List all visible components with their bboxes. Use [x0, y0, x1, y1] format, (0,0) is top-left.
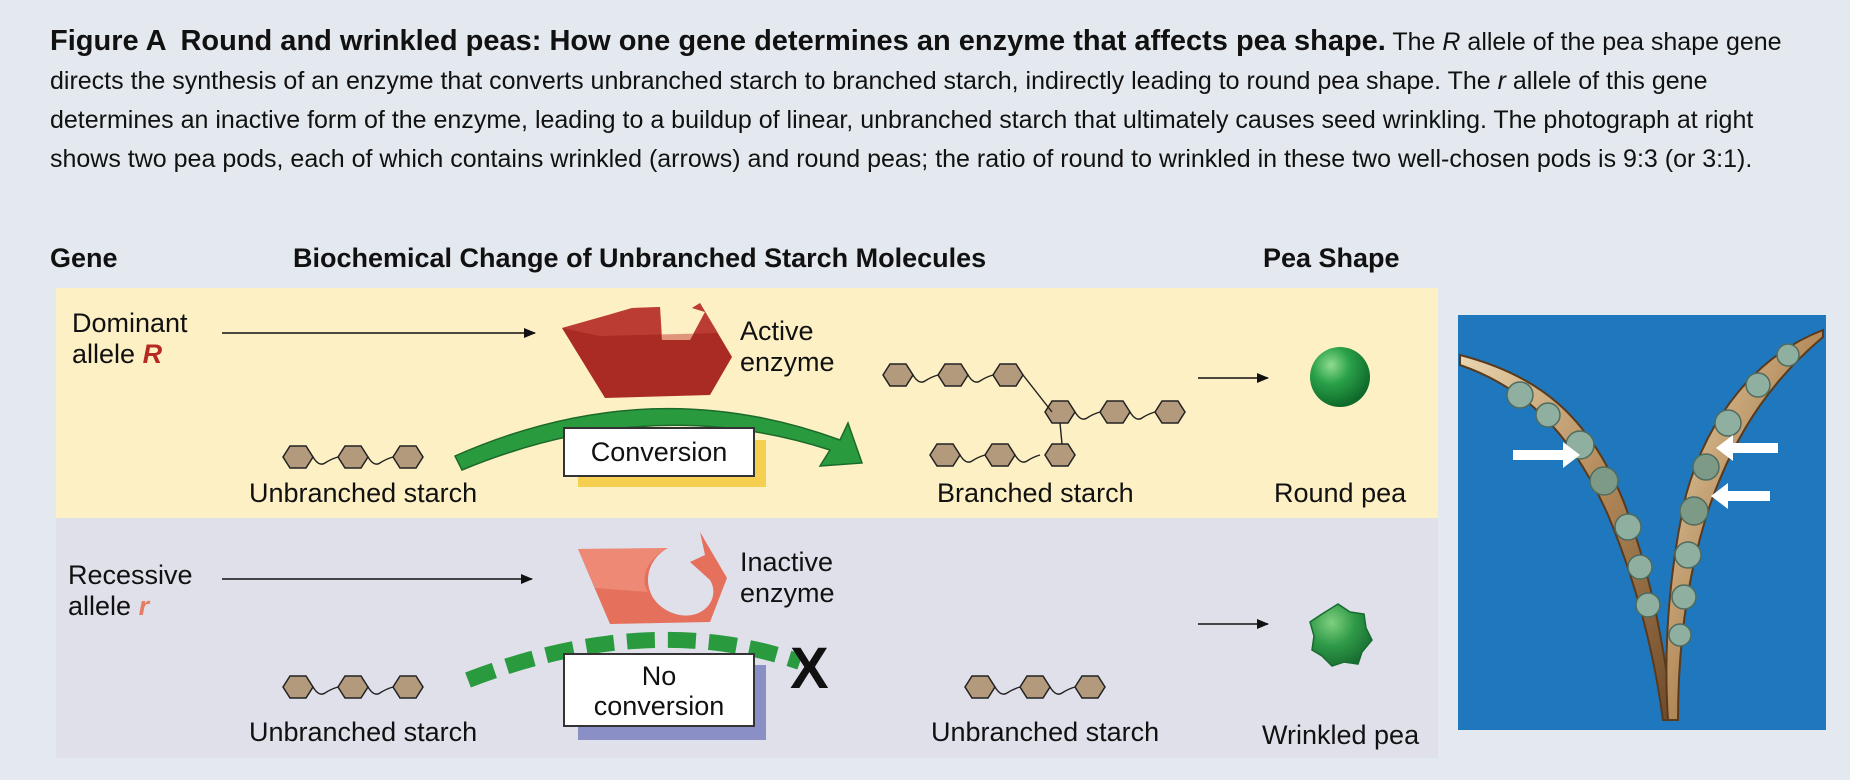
arrow-wrinkled-left	[1513, 442, 1580, 468]
branched-starch-label: Branched starch	[937, 478, 1134, 508]
active-enzyme-icon	[562, 303, 732, 398]
blocked-conversion-arrow	[465, 631, 803, 688]
pea-pods-image	[1459, 328, 1824, 721]
arrow-wrinkled-right-top	[1716, 435, 1778, 461]
inactive-enzyme-icon	[578, 532, 727, 624]
dominant-allele-label: Dominant allele R	[72, 308, 188, 370]
round-pea-icon	[1310, 347, 1370, 407]
caption-allele-r: r	[1497, 67, 1506, 95]
wrinkled-pea-icon	[1309, 603, 1373, 667]
conversion-box: Conversion	[563, 427, 755, 477]
figure-caption: Figure A Round and wrinkled peas: How on…	[50, 22, 1795, 179]
dominant-allele-symbol: R	[142, 339, 163, 369]
unbranched-starch-product-label: Unbranched starch	[931, 717, 1160, 747]
no-conversion-line1: No	[641, 661, 677, 691]
unbranched-starch-chain-recessive	[282, 675, 1106, 699]
caption-text-2: allele of the pea shape gene directs the…	[50, 28, 1782, 95]
round-pea-label: Round pea	[1274, 478, 1407, 508]
recessive-allele-symbol: r	[138, 591, 150, 621]
wrinkled-pea-label: Wrinkled pea	[1262, 720, 1420, 750]
no-conversion-box: No conversion	[563, 653, 755, 727]
active-enzyme-line1: Active	[740, 316, 814, 346]
unbranched-starch-label-dominant: Unbranched starch	[249, 478, 478, 508]
dominant-allele-word: allele	[72, 339, 136, 369]
header-gene: Gene	[50, 243, 118, 273]
branched-starch-molecule	[882, 363, 1186, 467]
peas	[1506, 343, 1800, 647]
recessive-allele-line1: Recessive	[68, 560, 193, 590]
unbranched-starch-label-recessive: Unbranched starch	[249, 717, 478, 747]
pea-pods-photo	[1458, 315, 1826, 730]
inactive-enzyme-line2: enzyme	[740, 578, 835, 608]
no-conversion-line2: conversion	[593, 691, 725, 721]
left-pod	[1459, 353, 1675, 721]
caption-text-1: The	[1392, 28, 1436, 56]
recessive-allele-label: Recessive allele r	[68, 560, 193, 622]
dominant-allele-line1: Dominant	[72, 308, 188, 338]
caption-text-3: allele of this gene determines an inacti…	[50, 67, 1754, 173]
header-pea-shape: Pea Shape	[1263, 243, 1400, 273]
blocked-x-mark: X	[790, 636, 829, 701]
unbranched-starch-chain-dominant	[282, 445, 424, 469]
inactive-enzyme-label: Inactive enzyme	[740, 547, 835, 609]
recessive-allele-word: allele	[68, 591, 132, 621]
active-enzyme-line2: enzyme	[740, 347, 835, 377]
header-biochem: Biochemical Change of Unbranched Starch …	[293, 243, 987, 273]
inactive-enzyme-line1: Inactive	[740, 547, 834, 577]
active-enzyme-label: Active enzyme	[740, 316, 835, 378]
caption-allele-R: R	[1442, 28, 1461, 56]
arrow-wrinkled-right-bottom	[1711, 483, 1770, 509]
figure-label: Figure A	[50, 25, 167, 57]
figure-title: Round and wrinkled peas: How one gene de…	[180, 25, 1386, 57]
